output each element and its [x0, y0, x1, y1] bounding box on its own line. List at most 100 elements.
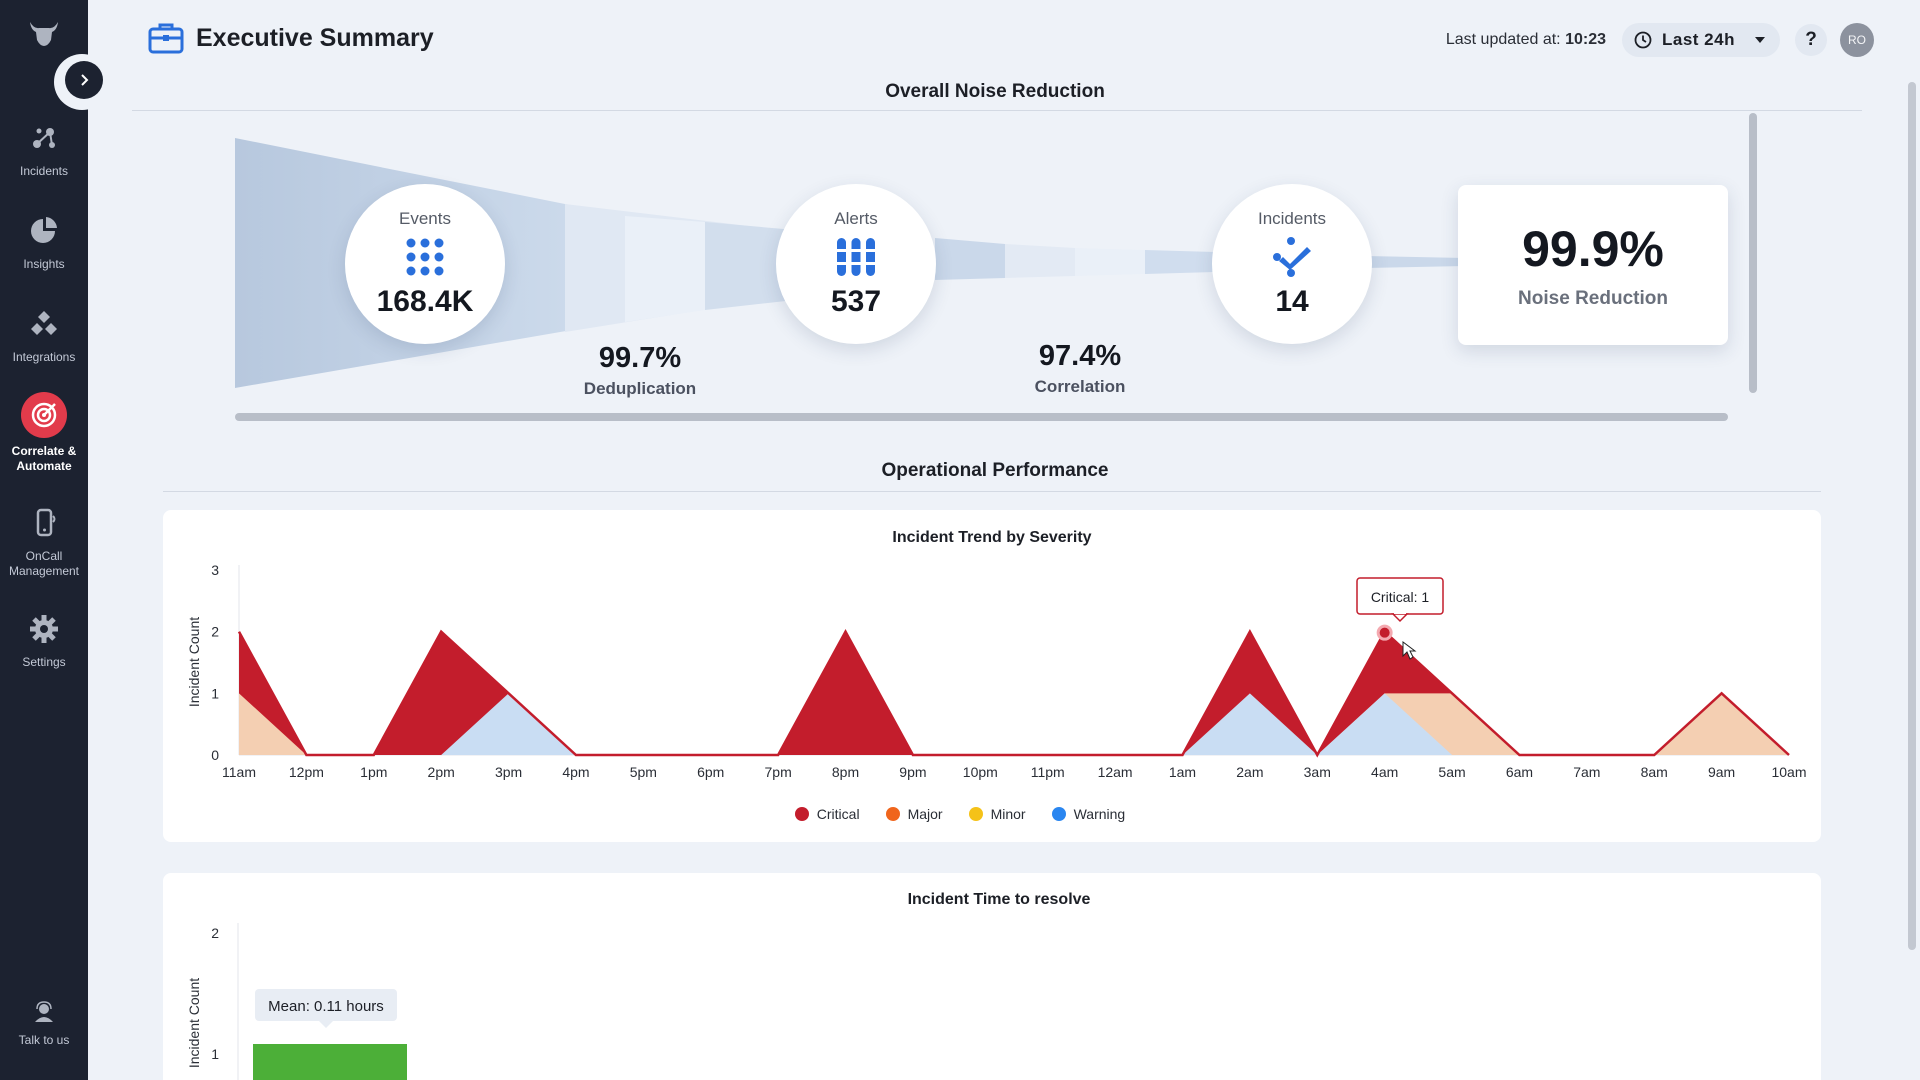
help-button[interactable]: ?	[1795, 24, 1827, 56]
y-tick-label: 1	[211, 685, 219, 701]
sidebar-item-label: Settings	[22, 655, 66, 669]
legend-label: Warning	[1073, 806, 1126, 822]
sidebar-item-label: Integrations	[12, 350, 76, 364]
legend-item-warning[interactable]: Warning	[1051, 806, 1126, 822]
sidebar-item-incidents[interactable]: Incidents	[0, 118, 88, 179]
x-tick-label: 5pm	[630, 764, 657, 780]
correlation-label: Correlation	[1034, 377, 1126, 396]
warning-dot-icon	[1051, 807, 1066, 821]
y-tick-label: 2	[211, 925, 219, 941]
user-avatar[interactable]: RO	[1840, 23, 1874, 57]
minor-dot-icon	[968, 807, 983, 821]
x-tick-label: 9pm	[899, 764, 926, 780]
legend-item-critical[interactable]: Critical	[794, 806, 860, 822]
x-tick-label: 5am	[1438, 764, 1465, 780]
stage-label: Incidents	[1257, 209, 1327, 228]
target-icon	[21, 392, 67, 438]
x-tick-label: 10am	[1771, 764, 1806, 780]
noise-reduction-value: 99.9%	[1522, 221, 1664, 277]
last-updated: Last updated at: 10:23	[1446, 31, 1606, 49]
x-tick-label: 10pm	[963, 764, 998, 780]
legend-label: Minor	[990, 806, 1026, 822]
last-updated-time: 10:23	[1565, 31, 1606, 48]
stage-label: Events	[399, 209, 451, 228]
sidebar-item-oncall[interactable]: OnCall Management	[0, 503, 88, 579]
mouse-cursor-icon	[1402, 641, 1417, 660]
time-range-dropdown[interactable]: Last 24h	[1622, 23, 1780, 57]
hover-point-marker	[1376, 624, 1393, 641]
y-tick-label: 0	[211, 747, 219, 763]
stage-label: Alerts	[834, 209, 878, 228]
sidebar-item-label: Incidents	[19, 164, 69, 178]
warning-area	[239, 693, 1789, 755]
resolve-bar[interactable]	[253, 1044, 407, 1080]
incidents-icon	[24, 118, 64, 158]
alerts-bars-icon	[837, 238, 875, 276]
legend-item-minor[interactable]: Minor	[968, 806, 1026, 822]
x-tick-label: 12am	[1098, 764, 1133, 780]
gear-icon	[24, 609, 64, 649]
ops-section-title: Operational Performance	[881, 460, 1109, 481]
resolve-chart-title: Incident Time to resolve	[907, 891, 1091, 908]
briefcase-icon	[148, 22, 184, 59]
section-divider	[132, 110, 1862, 111]
legend-label: Critical	[816, 806, 860, 822]
sidebar-item-label: OnCall Management	[8, 549, 80, 578]
dedup-value: 99.7%	[598, 342, 682, 374]
funnel-stage-events: Events 168.4K	[345, 184, 505, 344]
y-tick-label: 2	[211, 624, 219, 640]
stage-value: 537	[830, 285, 882, 318]
dedup-stat: 99.7% Deduplication	[570, 342, 710, 399]
sidebar-item-talk-to-us[interactable]: Talk to us	[0, 997, 88, 1048]
critical-line	[237, 629, 1790, 758]
correlation-stat: 97.4% Correlation	[1010, 340, 1150, 397]
resolve-y-axis-label: Incident Count	[186, 978, 202, 1068]
time-to-resolve-card	[163, 873, 1821, 1080]
hover-point	[1376, 624, 1393, 641]
x-tick-label: 3am	[1304, 764, 1331, 780]
trend-legend: Critical Major Minor Warning	[0, 806, 1920, 822]
sidebar-item-insights[interactable]: Insights	[0, 211, 88, 272]
stage-value: 168.4K	[376, 285, 474, 318]
funnel-horizontal-scrollbar[interactable]	[235, 413, 1728, 421]
sidebar: Incidents Insights Integrations Correlat…	[0, 0, 110, 1080]
sidebar-item-label: Correlate & Automate	[11, 444, 77, 473]
correlation-value: 97.4%	[1038, 340, 1122, 372]
noise-section-title: Overall Noise Reduction	[885, 81, 1105, 102]
support-agent-icon	[24, 997, 64, 1027]
incident-trend-chart: 0 1 2 3 11am 12pm 1pm 2pm 3pm 4pm 5pm 6pm 7pm 8pm 9pm…	[186, 562, 1807, 780]
pie-chart-icon	[24, 211, 64, 251]
x-tick-label: 7am	[1573, 764, 1600, 780]
x-tick-label: 2pm	[428, 764, 455, 780]
sidebar-item-correlate-automate[interactable]: Correlate & Automate	[0, 392, 88, 474]
funnel-vertical-scrollbar[interactable]	[1749, 113, 1757, 393]
sidebar-expand-button[interactable]	[65, 61, 103, 99]
x-tick-label: 4pm	[562, 764, 589, 780]
y-tick-label: 3	[211, 562, 219, 578]
page-title: Executive Summary	[196, 24, 434, 52]
clock-icon	[1634, 31, 1652, 49]
x-tick-label: 11am	[222, 764, 256, 780]
sidebar-item-settings[interactable]: Settings	[0, 609, 88, 670]
bull-logo-icon	[30, 22, 58, 46]
app-logo[interactable]	[0, 10, 88, 56]
legend-item-major[interactable]: Major	[885, 806, 943, 822]
y-tick-label: 1	[211, 1046, 219, 1062]
phone-icon	[24, 503, 64, 543]
legend-label: Major	[907, 806, 943, 822]
sidebar-item-integrations[interactable]: Integrations	[0, 304, 88, 365]
x-tick-label: 6pm	[697, 764, 724, 780]
x-tick-label: 4am	[1371, 764, 1398, 780]
critical-dot-icon	[794, 807, 809, 821]
trend-chart-title: Incident Trend by Severity	[892, 529, 1092, 546]
x-tick-label: 1pm	[360, 764, 387, 780]
mean-annotation-text: Mean: 0.11 hours	[268, 998, 384, 1015]
page-vertical-scrollbar[interactable]	[1908, 82, 1916, 950]
major-dot-icon	[885, 807, 900, 821]
x-tick-label: 2am	[1236, 764, 1263, 780]
x-tick-label: 8pm	[832, 764, 859, 780]
last-updated-label: Last updated at:	[1445, 31, 1561, 48]
caret-down-icon	[1755, 37, 1765, 43]
trend-y-axis-label: Incident Count	[186, 617, 202, 707]
funnel-stage-alerts: Alerts 537	[776, 184, 936, 344]
